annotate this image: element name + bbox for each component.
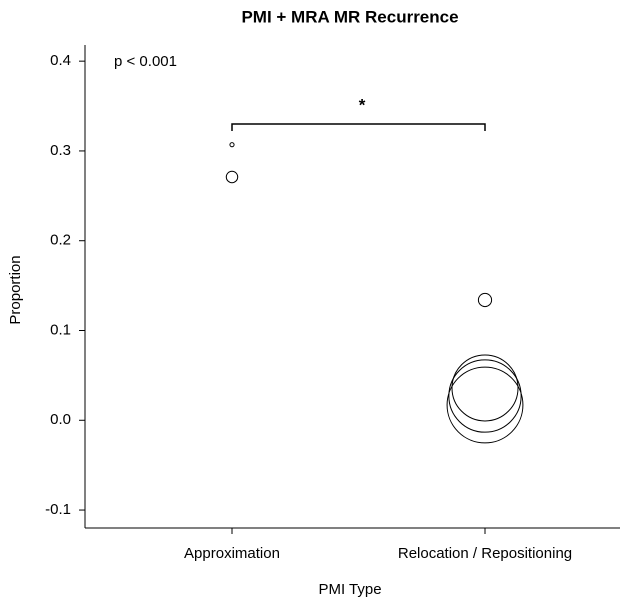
y-tick-label: 0.0 <box>50 411 71 428</box>
y-tick-label: -0.1 <box>45 501 71 518</box>
p-value-annotation: p < 0.001 <box>114 53 177 70</box>
x-tick-label: Approximation <box>184 545 280 562</box>
y-tick-label: 0.4 <box>50 52 71 69</box>
y-tick-label: 0.1 <box>50 321 71 338</box>
y-tick-label: 0.3 <box>50 142 71 159</box>
bubble <box>477 292 493 308</box>
bubble <box>448 359 522 433</box>
bubble <box>451 354 519 422</box>
significance-bracket <box>231 123 486 131</box>
bubble <box>229 142 235 148</box>
x-tick-label: Relocation / Repositioning <box>398 545 572 562</box>
y-axis-label: Proportion <box>7 255 24 324</box>
x-axis-label: PMI Type <box>318 581 381 598</box>
y-tick-label: 0.2 <box>50 232 71 249</box>
significance-star: * <box>359 95 366 114</box>
bubble <box>225 170 239 184</box>
bubble <box>446 366 524 444</box>
chart-title: PMI + MRA MR Recurrence <box>241 7 458 26</box>
